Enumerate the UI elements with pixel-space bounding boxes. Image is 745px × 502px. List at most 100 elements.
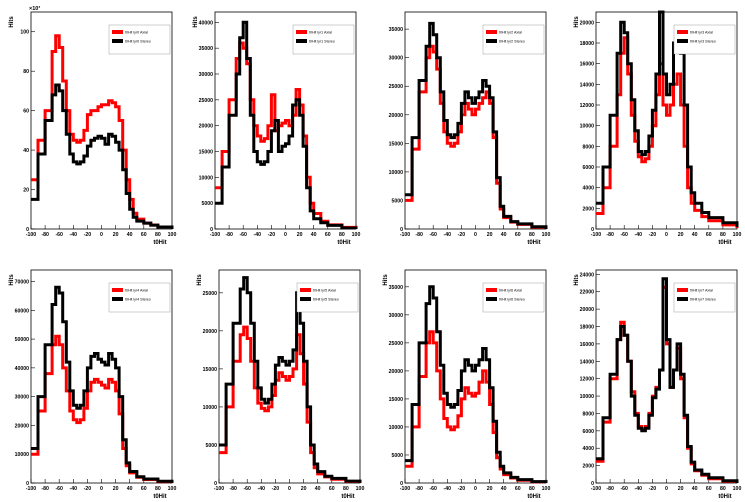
legend-label: t0Hit lyr0 Axial bbox=[125, 31, 148, 35]
y-tick-label: 14000 bbox=[580, 82, 595, 88]
y-tick-label: 0 bbox=[400, 227, 403, 233]
y-tick-label: 25000 bbox=[389, 341, 404, 347]
x-tick-label: -80 bbox=[415, 232, 423, 238]
legend-swatch bbox=[296, 30, 307, 34]
y-tick-label: 15000 bbox=[203, 367, 218, 373]
y-tick-label: 25000 bbox=[203, 291, 218, 297]
x-axis-label: t0Hit bbox=[153, 494, 166, 500]
y-tick-label: 30000 bbox=[389, 56, 404, 62]
x-axis-label: t0Hit bbox=[153, 240, 166, 246]
x-tick-label: 80 bbox=[339, 232, 345, 238]
x-tick-label: 80 bbox=[720, 486, 726, 492]
y-tick-label: 5000 bbox=[201, 201, 213, 207]
x-tick-label: 100 bbox=[733, 232, 742, 238]
y-tick-label: 40000 bbox=[15, 366, 30, 372]
x-tick-label: 40 bbox=[127, 486, 133, 492]
legend-swatch bbox=[112, 30, 123, 34]
histogram-panel-3: 05000100001500020000250003000035000-100-… bbox=[389, 11, 551, 246]
x-tick-label: 0 bbox=[474, 232, 477, 238]
legend-swatch bbox=[486, 39, 497, 43]
y-axis-label: Hits bbox=[383, 274, 389, 286]
x-tick-label: -40 bbox=[70, 232, 78, 238]
series-line-stereo bbox=[219, 276, 362, 483]
y-tick-label: 25000 bbox=[199, 98, 214, 104]
y-tick-label: 12000 bbox=[580, 377, 595, 383]
histogram-panel-8: 0 2000 4000 6000 8000 10000 12000 14000 16000 180… bbox=[574, 269, 742, 500]
x-tick-label: 0 bbox=[284, 232, 287, 238]
x-tick-label: -100 bbox=[26, 486, 36, 492]
series-line-stereo bbox=[405, 285, 548, 484]
series-line-stereo bbox=[31, 83, 174, 229]
series-line-stereo bbox=[215, 20, 358, 230]
x-tick-label: 80 bbox=[155, 232, 161, 238]
x-tick-label: 80 bbox=[529, 486, 535, 492]
legend-swatch bbox=[112, 39, 123, 43]
x-tick-label: 40 bbox=[315, 486, 321, 492]
y-tick-label: 5000 bbox=[205, 443, 217, 449]
y-axis-label: Hits bbox=[9, 274, 15, 286]
y-tick-label: 60000 bbox=[15, 308, 30, 314]
y-tick-label: 8000 bbox=[582, 144, 594, 150]
legend-swatch bbox=[486, 297, 497, 301]
x-tick-label: 60 bbox=[515, 232, 521, 238]
x-tick-label: -100 bbox=[214, 486, 224, 492]
y-tick-label: 10000 bbox=[389, 425, 404, 431]
y-tick-label: 15000 bbox=[199, 150, 214, 156]
legend-label: t0Hit lyr3 Axial bbox=[690, 31, 713, 35]
x-tick-label: -40 bbox=[635, 232, 643, 238]
x-tick-label: -60 bbox=[620, 486, 628, 492]
legend-label: t0Hit lyr2 Stereo bbox=[499, 40, 525, 44]
x-tick-label: 20 bbox=[487, 232, 493, 238]
x-tick-label: 20 bbox=[113, 232, 119, 238]
legend-label: t0Hit lyr3 Stereo bbox=[690, 40, 716, 44]
y-tick-label: 5000 bbox=[391, 453, 403, 459]
y-tick-label: 80 bbox=[23, 69, 29, 75]
x-tick-label: 20 bbox=[297, 232, 303, 238]
y-tick-label: 0 bbox=[591, 227, 594, 233]
x-tick-label: 100 bbox=[733, 486, 742, 492]
y-tick-label: 6000 bbox=[582, 165, 594, 171]
x-axis-label: t0Hit bbox=[341, 494, 354, 500]
x-tick-label: 100 bbox=[352, 232, 361, 238]
series-line-axial bbox=[596, 36, 739, 228]
y-tick-label: 20000 bbox=[389, 369, 404, 375]
series-line-axial bbox=[405, 44, 548, 229]
x-tick-label: 80 bbox=[343, 486, 349, 492]
legend-swatch bbox=[296, 39, 307, 43]
x-tick-label: 100 bbox=[542, 232, 551, 238]
y-tick-label: 12000 bbox=[580, 103, 595, 109]
legend-swatch bbox=[486, 288, 497, 292]
y-tick-label: 6000 bbox=[582, 429, 594, 435]
y-tick-label: 70000 bbox=[15, 280, 30, 286]
x-tick-label: 40 bbox=[127, 232, 133, 238]
y-tick-label: 0 bbox=[591, 481, 594, 487]
legend-label: t0Hit lyr1 Stereo bbox=[309, 40, 335, 44]
x-tick-label: -40 bbox=[254, 232, 262, 238]
x-axis-label: t0Hit bbox=[718, 240, 731, 246]
series-line-axial bbox=[31, 334, 174, 484]
y-tick-label: 30000 bbox=[15, 395, 30, 401]
x-tick-label: -60 bbox=[620, 232, 628, 238]
x-tick-label: -100 bbox=[26, 232, 36, 238]
y-tick-label: 10000 bbox=[203, 405, 218, 411]
x-tick-label: -40 bbox=[444, 486, 452, 492]
legend-swatch bbox=[677, 288, 688, 292]
y-tick-label: 20 bbox=[23, 188, 29, 194]
y-tick-label: 100 bbox=[20, 30, 29, 36]
x-tick-label: 80 bbox=[155, 486, 161, 492]
x-tick-label: -80 bbox=[606, 232, 614, 238]
y-tick-label: 35000 bbox=[389, 285, 404, 291]
y-tick-label: 18000 bbox=[580, 325, 595, 331]
y-tick-label: 22000 bbox=[580, 290, 595, 296]
histogram-panel-4: 0 2000 4000 6000 8000 10000 12000 14000 16000 180… bbox=[574, 10, 742, 246]
x-tick-label: 60 bbox=[325, 232, 331, 238]
legend-swatch bbox=[486, 30, 497, 34]
x-tick-label: 20 bbox=[301, 486, 307, 492]
legend-swatch bbox=[677, 39, 688, 43]
x-tick-label: -80 bbox=[415, 486, 423, 492]
x-tick-label: -20 bbox=[458, 486, 466, 492]
x-axis-label: t0Hit bbox=[527, 240, 540, 246]
series-line-stereo bbox=[596, 277, 739, 483]
y-axis-label: Hits bbox=[574, 16, 580, 28]
x-tick-label: -20 bbox=[649, 232, 657, 238]
